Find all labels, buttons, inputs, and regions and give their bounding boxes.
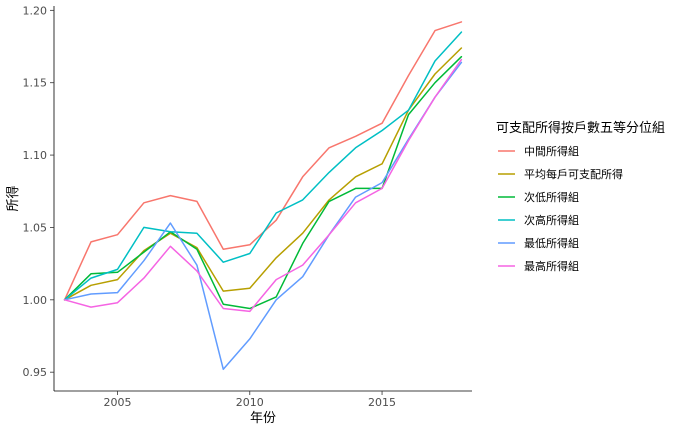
y-tick-label: 1.00 [23,294,48,307]
y-tick-label: 1.10 [23,149,48,162]
y-axis-title: 所得 [5,185,21,211]
y-tick-label: 0.95 [23,366,48,379]
plot-area: 2005 2010 2015 0.95 1.00 1.05 1.10 1.15 1.20 [23,4,472,409]
legend-label: 次高所得組 [524,213,579,227]
legend-label: 最高所得組 [524,259,579,273]
x-axis-ticks: 2005 2010 2015 [103,391,396,409]
series-line [63,58,463,313]
legend: 可支配所得按戶數五等分位組 中間所得組平均每戶可支配所得次低所得組次高所得組最低… [496,120,665,273]
series-line [63,47,463,301]
x-axis-title: 年份 [250,411,276,426]
series-line [63,31,463,301]
legend-label: 次低所得組 [524,190,579,204]
x-tick-label: 2005 [103,396,131,409]
series-line [63,55,463,310]
x-tick-label: 2015 [368,396,396,409]
legend-label: 最低所得組 [524,237,579,250]
y-axis-ticks: 0.95 1.00 1.05 1.10 1.15 1.20 [23,4,54,379]
legend-title: 可支配所得按戶數五等分位組 [496,120,665,136]
legend-label: 平均每戶可支配所得 [524,167,623,181]
y-tick-label: 1.20 [23,4,48,17]
y-tick-label: 1.05 [23,221,48,234]
y-tick-label: 1.15 [23,77,48,90]
x-tick-label: 2010 [236,396,264,409]
series-layer [63,21,463,371]
legend-label: 中間所得組 [524,145,579,158]
series-line [63,61,463,371]
